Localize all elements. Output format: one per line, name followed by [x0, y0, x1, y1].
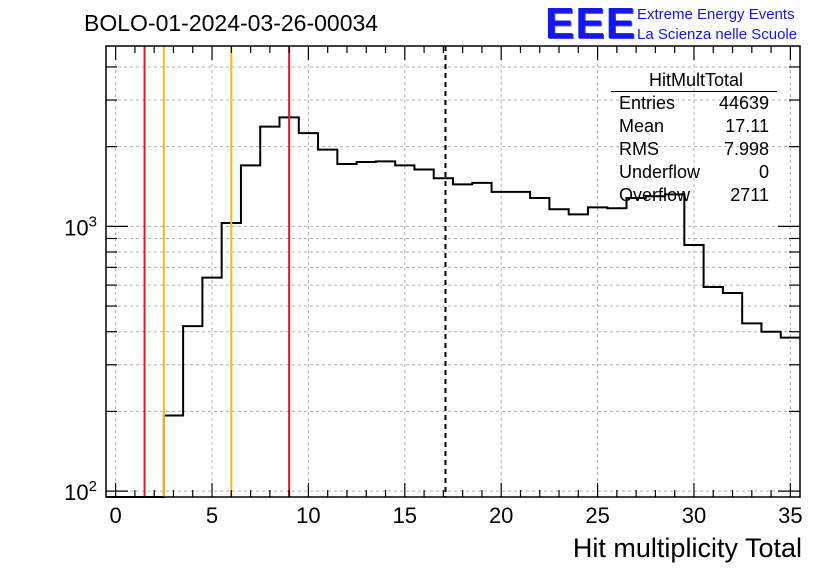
- stats-box: HitMultTotal Entries 44639 Mean 17.11 RMS 7…: [611, 70, 777, 207]
- run-title: BOLO-01-2024-03-26-00034: [84, 10, 379, 36]
- stats-row: Overflow 2711: [611, 184, 777, 207]
- stats-label: RMS: [619, 139, 659, 159]
- x-tick-label: 20: [489, 503, 513, 528]
- x-tick-label: 15: [393, 503, 417, 528]
- x-tick-label: 35: [778, 503, 802, 528]
- stats-value: 7.998: [723, 139, 769, 159]
- stats-row: Entries 44639: [611, 92, 777, 115]
- x-tick-label: 10: [296, 503, 320, 528]
- x-axis-title: Hit multiplicity Total: [572, 533, 802, 563]
- y-tick-label: 103: [64, 213, 97, 240]
- plot-frame: [105, 45, 801, 498]
- histogram-line: [106, 116, 800, 498]
- stats-row: Mean 17.11: [611, 115, 777, 138]
- x-tick-label: 25: [585, 503, 609, 528]
- stats-label: Underflow: [619, 162, 701, 182]
- x-tick-label: 0: [110, 503, 122, 528]
- eee-logo-mark: EEE: [545, 0, 637, 48]
- stats-value: 17.11: [725, 116, 769, 136]
- stats-label: Mean: [619, 116, 665, 136]
- stats-label: Entries: [619, 93, 676, 113]
- y-tick-label: 102: [64, 478, 97, 505]
- stats-value: 44639: [718, 93, 769, 113]
- stats-value: 2711: [730, 185, 769, 205]
- x-tick-label: 30: [682, 503, 706, 528]
- stats-value: 0: [758, 162, 769, 182]
- stats-title: HitMultTotal: [611, 70, 777, 92]
- x-tick-label: 5: [206, 503, 218, 528]
- logo-line-1: Extreme Energy Events: [637, 6, 795, 23]
- stats-row: Underflow 0: [611, 161, 777, 184]
- stats-row: RMS 7.998: [611, 138, 777, 161]
- logo-line-2: La Scienza nelle Scuole: [637, 26, 798, 43]
- stats-label: Overflow: [619, 185, 691, 205]
- eee-logo: EEE Extreme Energy Events La Scienza nel…: [545, 2, 835, 46]
